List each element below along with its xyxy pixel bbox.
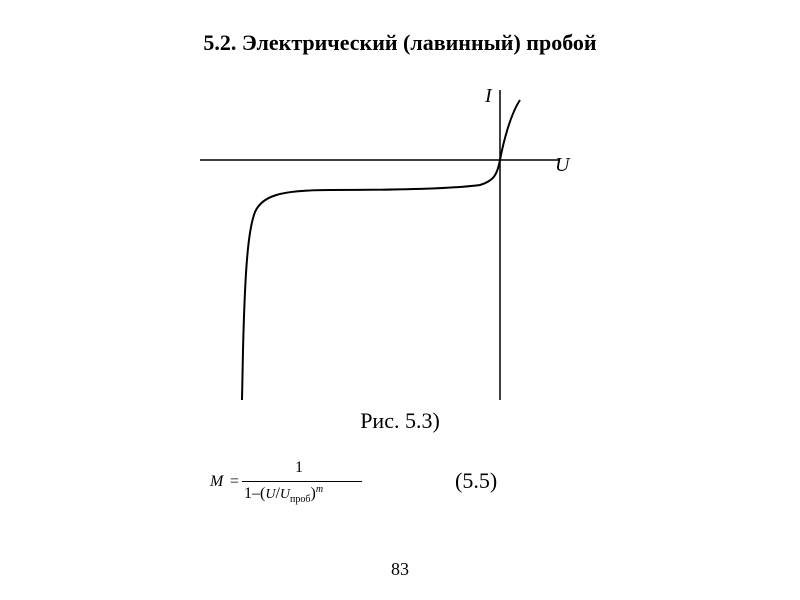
section-heading: 5.2. Электрический (лавинный) пробой xyxy=(0,30,800,56)
equation-equals: = xyxy=(230,473,239,491)
iv-curve xyxy=(242,100,520,400)
den-u: U xyxy=(265,487,275,502)
equation-lhs: M xyxy=(210,473,223,491)
iv-curve-diagram xyxy=(200,90,600,400)
den-right-paren: ) xyxy=(310,485,315,502)
equation-numerator: 1 xyxy=(295,459,303,477)
den-uprob-u: U xyxy=(280,487,290,502)
den-exponent: m xyxy=(316,484,323,495)
equation-denominator: 1–(U/Uпроб)m xyxy=(244,485,323,505)
equation-number: (5.5) xyxy=(455,468,497,494)
figure-caption: Рис. 5.3) xyxy=(0,408,800,434)
page-number: 83 xyxy=(0,559,800,580)
den-one: 1 xyxy=(244,485,252,502)
equation-fraction-bar xyxy=(242,481,362,482)
den-uprob-sub: проб xyxy=(290,494,310,505)
den-minus: – xyxy=(252,485,260,502)
